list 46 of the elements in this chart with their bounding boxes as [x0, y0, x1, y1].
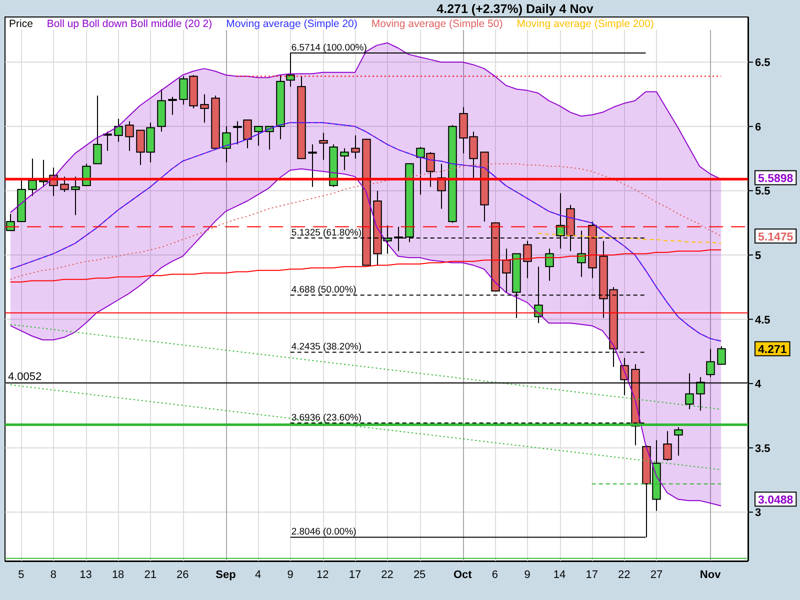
x-tick-label: Oct	[453, 569, 472, 581]
x-tick-label: 14	[553, 569, 566, 581]
text: Boll up Boll down Boll middle (20 2)	[46, 18, 212, 30]
annotation: 4.688 (50.00%)	[291, 284, 356, 296]
x-tick-label: 12	[316, 569, 329, 581]
x-tick-label: 9	[524, 569, 530, 581]
y-tick-label: 4.5	[755, 314, 770, 326]
x-tick-label: 22	[618, 569, 630, 581]
x-tick-label: Sep	[216, 569, 236, 581]
text: Moving average (Simple 20)	[226, 18, 358, 30]
x-tick-label: 17	[348, 569, 362, 581]
x-tick-label: 9	[287, 569, 294, 581]
text: Moving average (Simple 200)	[516, 18, 654, 30]
annotation: 6.5714 (100.00%)	[291, 42, 367, 54]
text: 5.5898	[758, 173, 794, 186]
text: 3.0488	[758, 494, 794, 507]
x-tick-label: 8	[50, 569, 57, 581]
x-tick-label: 18	[112, 569, 124, 581]
legend-title: Price	[9, 18, 34, 30]
x-tick-label: 26	[176, 569, 189, 581]
y-tick-label: 6.5	[755, 57, 770, 70]
text: 4.271	[758, 344, 788, 356]
y-tick-label: 4	[755, 378, 762, 391]
x-tick-label: 6	[492, 569, 498, 581]
x-tick-label: Nov	[700, 569, 722, 581]
chart-title: 4.271 (+2.37%) Daily 4 Nov	[436, 2, 594, 16]
annotation: 4.2435 (38.20%)	[291, 342, 362, 353]
x-tick-label: 4	[254, 569, 262, 581]
y-tick-label: 3	[755, 507, 762, 520]
y-tick-label: 6	[755, 121, 762, 134]
text: 5.1475	[758, 232, 794, 244]
x-tick-label: 21	[144, 569, 156, 581]
x-tick-label: 17	[586, 569, 598, 581]
y-tick-label: 5	[755, 250, 762, 262]
y-tick-label: 3.5	[755, 442, 770, 455]
x-tick-label: 27	[650, 569, 663, 581]
ref-line-label: 4.0052	[8, 370, 42, 383]
text: Moving average (Simple 50)	[371, 18, 503, 30]
annotation: 3.6936 (23.60%)	[291, 412, 362, 424]
annotation: 5.1325 (61.80%)	[291, 227, 362, 238]
x-tick-label: 13	[80, 569, 92, 581]
x-tick-label: 25	[413, 569, 426, 581]
x-tick-label: 22	[381, 569, 394, 581]
x-tick-label: 5	[18, 569, 24, 581]
y-tick-label: 5.5	[755, 186, 770, 198]
annotation: 2.8046 (0.00%)	[291, 526, 356, 538]
